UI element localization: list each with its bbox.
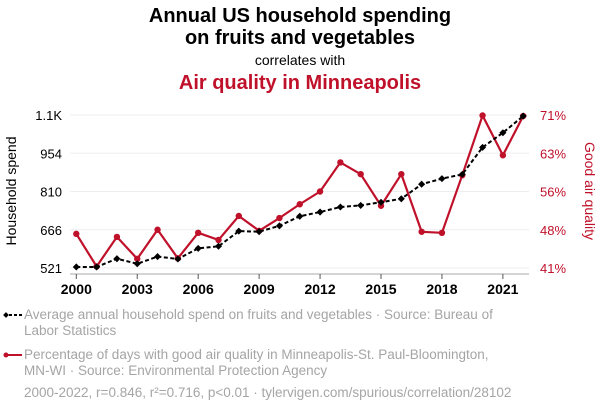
series-spend-point [194, 244, 202, 252]
series-spend-point [397, 195, 405, 203]
legend-item-air-quality: Percentage of days with good air quality… [3, 347, 544, 379]
series-air-quality-point [296, 201, 303, 208]
series-spend-point [458, 170, 466, 178]
series-air-quality-point [479, 112, 486, 119]
series-air-quality-point [438, 229, 446, 237]
series-air-quality-point [377, 202, 385, 209]
chart-title-line2: on fruits and vegetables [184, 27, 416, 49]
series-air-quality-line [75, 114, 525, 268]
series-spend-point [275, 222, 283, 230]
series-spend-point [519, 112, 527, 120]
series-air-quality-point [316, 188, 324, 195]
x-tick-label: 2009 [244, 281, 275, 297]
chart-title: Annual US household spending on fruits a… [0, 5, 600, 49]
legend-item-spend: Average annual household spend on fruits… [3, 307, 544, 339]
y-axis-left: 521 666 810 954 1.1K [35, 108, 62, 276]
series-spend-point [72, 263, 80, 271]
series-air-quality-point [134, 255, 141, 263]
series-air-quality-point [357, 170, 364, 178]
legend-marker-dashed-diamond-icon [3, 312, 22, 318]
series-spend-point [154, 253, 162, 261]
series-air-quality-point [113, 233, 121, 241]
series-spend-point [214, 242, 223, 250]
chart-subtitle: correlates with [254, 52, 346, 68]
series-spend-point [93, 263, 101, 271]
series-spend-point [174, 255, 182, 263]
y-axis-left-label: Household spend [3, 137, 19, 246]
chart-title-line1: Annual US household spending [148, 5, 452, 27]
y-left-tick-label: 810 [40, 185, 62, 200]
footer-stats: 2000-2022, r=0.846, r²=0.716, p<0.01 · t… [24, 385, 512, 400]
series-spend-point [296, 212, 304, 220]
series-spend-point [357, 201, 365, 209]
x-tick-label: 2006 [183, 281, 214, 297]
legend-marker-solid-circle-icon [3, 352, 22, 358]
y-left-tick-label: 666 [40, 223, 62, 238]
series-spend-point [113, 255, 121, 263]
series-spend-point [235, 227, 243, 235]
series-spend-point [133, 260, 141, 268]
chart-title-secondary: Air quality in Minneapolis [178, 72, 422, 94]
series-spend-point [418, 180, 426, 188]
series-air-quality-point [337, 159, 344, 166]
series-group [72, 112, 527, 271]
series-air-quality-point [276, 214, 283, 222]
y-right-tick-label: 48% [540, 223, 566, 238]
gridlines [70, 114, 529, 269]
y-right-tick-label: 63% [540, 146, 566, 161]
series-air-quality-point [499, 152, 507, 159]
legend-label-spend-line1: Average annual household spend on fruits… [24, 307, 493, 322]
y-left-tick-label: 1.1K [35, 108, 62, 123]
x-tick-label: 2015 [365, 281, 396, 297]
legend-label-spend-line2: Labor Statistics [24, 323, 117, 338]
series-air-quality-point [418, 228, 425, 235]
series-air-quality-point [235, 212, 243, 220]
y-axis-right-label: Good air quality [582, 142, 598, 240]
y-right-tick-label: 41% [540, 261, 566, 276]
series-spend-point [377, 198, 385, 206]
x-tick-label: 2018 [426, 281, 457, 297]
series-spend-point [499, 129, 507, 137]
y-right-tick-label: 56% [540, 185, 566, 200]
series-air-quality-point [215, 236, 222, 244]
series-spend-point [336, 203, 344, 211]
series-spend-point [255, 228, 263, 236]
series-air-quality-point [73, 230, 80, 238]
legend-label-air-line2: MN-WI · Source: Environmental Protection… [24, 363, 328, 378]
y-right-tick-label: 71% [540, 108, 566, 123]
x-tick-label: 2003 [122, 281, 153, 297]
x-axis: 2000 2003 2006 2009 2012 2015 2018 2021 [61, 273, 529, 297]
x-tick-label: 2021 [487, 281, 518, 297]
series-spend-point [479, 143, 487, 151]
y-left-tick-label: 954 [40, 146, 62, 161]
series-air-quality-point [154, 226, 161, 233]
y-axis-right: 41% 48% 56% 63% 71% [540, 108, 566, 276]
series-air-quality-point [398, 170, 405, 178]
series-spend-point [316, 208, 324, 216]
x-tick-label: 2012 [304, 281, 335, 297]
series-spend-point [438, 175, 446, 183]
legend-label-air-line1: Percentage of days with good air quality… [24, 347, 489, 362]
x-tick-label: 2000 [61, 281, 92, 297]
y-left-tick-label: 521 [40, 261, 62, 276]
series-air-quality-point [194, 229, 202, 237]
